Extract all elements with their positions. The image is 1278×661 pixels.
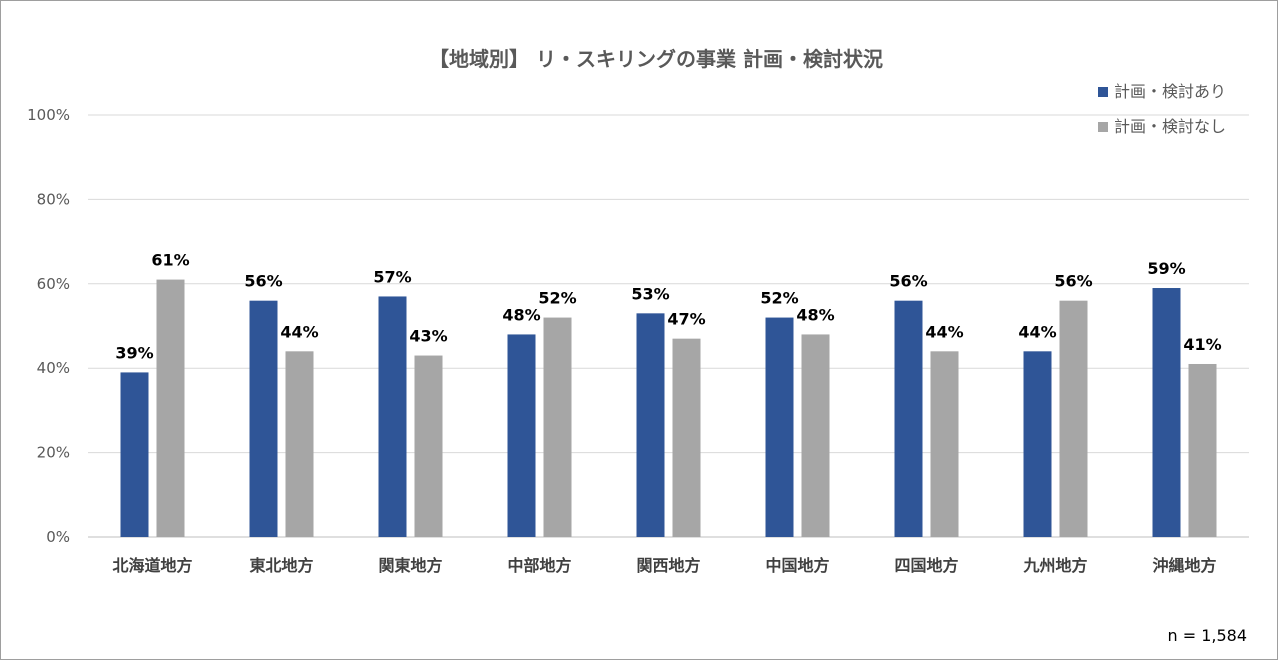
data-label: 52% <box>538 289 576 308</box>
data-label: 61% <box>151 251 189 270</box>
bar-with-plan <box>507 334 536 537</box>
data-label: 47% <box>667 310 705 329</box>
y-tick-label: 100% <box>27 106 70 124</box>
bar-without-plan <box>414 355 443 537</box>
category-label: 北海道地方 <box>112 556 192 575</box>
data-label: 56% <box>889 272 927 291</box>
data-label: 53% <box>631 284 669 303</box>
data-labels: 39%61%56%44%57%43%48%52% 53%47%52%48%56%4… <box>115 251 1221 363</box>
bar-without-plan <box>672 338 701 537</box>
data-label: 44% <box>925 322 963 341</box>
category-label: 東北地方 <box>249 556 313 575</box>
bar-without-plan <box>930 351 959 537</box>
x-axis: 北海道地方 東北地方 関東地方 中部地方 関西地方 中国地方 四国地方 九州地方 沖縄地方 <box>112 556 1216 575</box>
category-label: 関西地方 <box>636 556 700 575</box>
bar-without-plan <box>543 317 572 537</box>
category-label: 四国地方 <box>894 556 958 575</box>
bar-without-plan <box>1059 300 1088 537</box>
chart-title: 【地域別】 リ・スキリングの事業 計画・検討状況 <box>429 47 883 71</box>
legend-swatch <box>1098 87 1108 97</box>
y-tick-label: 0% <box>46 528 70 546</box>
legend-label: 計画・検討なし <box>1114 117 1226 136</box>
data-label: 57% <box>373 267 411 286</box>
y-tick-label: 20% <box>37 444 70 462</box>
bar-with-plan <box>894 300 923 537</box>
bar-with-plan <box>378 296 407 537</box>
bar-with-plan <box>1023 351 1052 537</box>
data-label: 39% <box>115 343 153 362</box>
bar-without-plan <box>156 279 185 537</box>
data-label: 52% <box>760 289 798 308</box>
data-label: 48% <box>502 305 540 324</box>
gridlines <box>88 114 1249 538</box>
data-label: 44% <box>280 322 318 341</box>
data-label: 56% <box>244 272 282 291</box>
y-axis: 0% 20% 40% 60% 80% 100% <box>27 106 70 546</box>
y-tick-label: 40% <box>37 359 70 377</box>
bar-with-plan <box>636 313 665 537</box>
bar-without-plan <box>1188 363 1217 537</box>
data-label: 44% <box>1018 322 1056 341</box>
data-label: 59% <box>1147 259 1185 278</box>
bars <box>120 279 1217 537</box>
bar-without-plan <box>801 334 830 537</box>
category-label: 関東地方 <box>378 556 442 575</box>
data-label: 43% <box>409 327 447 346</box>
category-label: 中部地方 <box>507 556 571 575</box>
category-label: 沖縄地方 <box>1152 556 1216 575</box>
category-label: 九州地方 <box>1022 556 1087 575</box>
sample-size-note: n = 1,584 <box>1167 626 1247 645</box>
data-label: 56% <box>1054 272 1092 291</box>
bar-with-plan <box>765 317 794 537</box>
data-label: 48% <box>796 305 834 324</box>
legend-label: 計画・検討あり <box>1114 82 1226 101</box>
legend-swatch <box>1098 122 1108 132</box>
data-label: 41% <box>1183 335 1221 354</box>
bar-with-plan <box>120 372 149 537</box>
y-tick-label: 60% <box>37 275 70 293</box>
bar-without-plan <box>285 351 314 537</box>
bar-with-plan <box>1152 288 1181 537</box>
category-label: 中国地方 <box>765 556 829 575</box>
y-tick-label: 80% <box>37 190 70 208</box>
bar-with-plan <box>249 300 278 537</box>
